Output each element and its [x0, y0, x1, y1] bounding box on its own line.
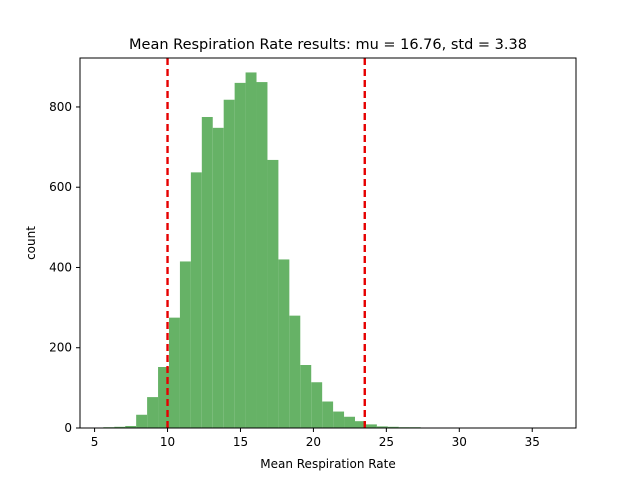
x-tick-label: 35	[525, 435, 540, 449]
x-tick-label: 25	[379, 435, 394, 449]
y-tick-label: 200	[49, 341, 72, 355]
histogram-bar	[278, 259, 290, 428]
x-axis-ticks: 5 10 15 20 25 30 35	[91, 428, 540, 449]
histogram-bar	[234, 82, 246, 428]
y-tick-label: 600	[49, 180, 72, 194]
histogram-bar	[300, 365, 312, 428]
histogram-bar	[365, 424, 377, 428]
histogram-bar	[256, 82, 268, 428]
chart-title: Mean Respiration Rate results: mu = 16.7…	[129, 37, 527, 53]
histogram-bar	[223, 99, 235, 429]
y-tick-label: 0	[64, 421, 72, 435]
histogram-bar	[158, 367, 169, 428]
y-tick-label: 800	[49, 100, 72, 114]
histogram-bar	[344, 416, 355, 428]
histogram-bar	[354, 421, 366, 428]
histogram-bar	[387, 426, 399, 428]
x-tick-label: 20	[306, 435, 321, 449]
x-tick-label: 30	[452, 435, 467, 449]
histogram-bar	[190, 172, 202, 428]
histogram-bar	[114, 426, 126, 428]
histogram-bar	[333, 411, 345, 428]
y-axis-label: count	[24, 226, 38, 260]
histogram-bar	[136, 414, 148, 428]
histogram-bar	[147, 397, 159, 428]
x-tick-label: 10	[160, 435, 175, 449]
histogram-bar	[125, 425, 137, 428]
histogram-bar	[201, 116, 213, 429]
y-axis-ticks: 0 200 400 600 800	[49, 100, 80, 435]
bars-group	[103, 72, 563, 429]
histogram-bar	[376, 426, 388, 428]
histogram-bar	[267, 159, 279, 428]
x-tick-label: 5	[91, 435, 99, 449]
histogram-bar	[322, 401, 334, 428]
histogram-bar	[212, 127, 224, 428]
plot-area	[80, 58, 576, 428]
histogram-bar	[311, 382, 323, 428]
x-axis-label: Mean Respiration Rate	[260, 457, 396, 471]
y-tick-label: 400	[49, 260, 72, 274]
threshold-lines	[166, 58, 366, 428]
x-tick-label: 15	[233, 435, 248, 449]
histogram-bar	[168, 317, 180, 428]
histogram-bar	[289, 315, 301, 428]
histogram-bar	[179, 261, 191, 428]
plot-frame	[79, 57, 577, 429]
histogram-bar	[245, 72, 257, 428]
